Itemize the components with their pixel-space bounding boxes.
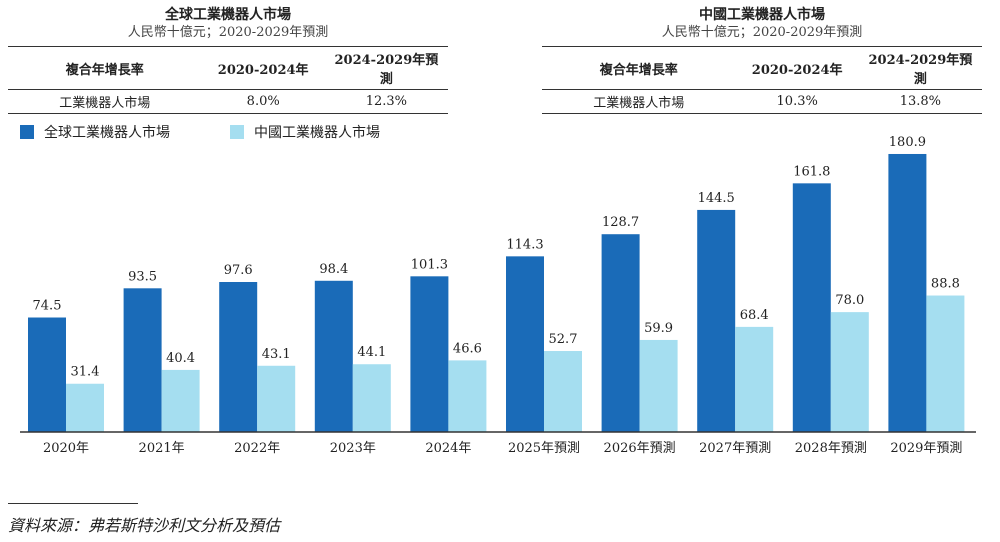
- bar-global: [506, 256, 544, 432]
- bar-china: [257, 365, 296, 432]
- cagr-subtitle: 人民幣十億元；2020-2029年預測: [127, 25, 329, 40]
- bar-china: [926, 295, 965, 432]
- cagr-title: 全球工業機器人市場: [165, 7, 291, 23]
- cagr-title: 中國工業機器人市場: [699, 7, 825, 23]
- data-label-china: 68.4: [740, 308, 769, 323]
- data-label-global: 114.3: [506, 237, 543, 252]
- bar-chart: 74.5 31.4 2020年 93.5 40.4 2021年 97.6 43.1 2022年 9…: [20, 135, 976, 456]
- chart-legend: 全球工業機器人市場 中國工業機器人市場: [20, 122, 380, 142]
- cagr-table-china: 中國工業機器人市場 人民幣十億元；2020-2029年預測 複合年增長率 202…: [542, 6, 982, 114]
- legend-swatch-china: [230, 125, 244, 139]
- data-label-global: 144.5: [698, 191, 735, 206]
- cagr-subtitle: 人民幣十億元；2020-2029年預測: [661, 25, 863, 40]
- cagr-table-global: 全球工業機器人市場 人民幣十億元；2020-2029年預測 複合年增長率 202…: [8, 6, 448, 114]
- cagr-header-period-2: 2024-2029年預測: [858, 46, 982, 90]
- cagr-table: 複合年增長率 2020-2024年 2024-2029年預測 工業機器人市場 8…: [8, 46, 448, 114]
- x-tick-label: 2025年預測: [508, 441, 580, 456]
- x-tick-label: 2027年預測: [699, 441, 771, 456]
- cagr-header-period-1: 2020-2024年: [735, 46, 859, 90]
- bar-global: [28, 317, 66, 432]
- data-label-global: 180.9: [889, 135, 926, 150]
- legend-item-china: 中國工業機器人市場: [230, 122, 380, 142]
- bar-global: [697, 209, 736, 432]
- cagr-row-label: 工業機器人市場: [542, 89, 736, 114]
- bar-china: [544, 351, 582, 432]
- x-tick-label: 2023年: [330, 441, 376, 456]
- bar-china: [735, 326, 774, 432]
- bar-global: [792, 183, 831, 432]
- data-label-global: 128.7: [602, 215, 639, 230]
- cagr-header-label: 複合年增長率: [542, 46, 736, 90]
- cagr-header-row: 複合年增長率 2020-2024年 2024-2029年預測: [8, 46, 448, 90]
- cagr-header-label: 複合年增長率: [8, 46, 202, 90]
- x-tick-label: 2020年: [43, 441, 89, 456]
- cagr-header-row: 複合年增長率 2020-2024年 2024-2029年預測: [542, 46, 982, 90]
- x-tick-label: 2022年: [234, 441, 280, 456]
- data-label-china: 88.8: [931, 277, 960, 292]
- bar-global: [888, 153, 927, 432]
- cagr-value-period-1: 8.0%: [201, 89, 325, 114]
- x-tick-label: 2021年: [139, 441, 185, 456]
- bar-china: [161, 369, 200, 432]
- bar-global: [123, 288, 162, 432]
- bar-china: [830, 312, 869, 432]
- bar-china: [639, 339, 678, 432]
- cagr-header-period-1: 2020-2024年: [201, 46, 325, 90]
- x-tick-label: 2029年預測: [890, 441, 962, 456]
- legend-label-china: 中國工業機器人市場: [254, 125, 380, 141]
- data-label-china: 59.9: [644, 321, 673, 336]
- data-label-china: 31.4: [71, 365, 100, 380]
- data-label-china: 43.1: [262, 347, 291, 362]
- data-label-global: 93.5: [128, 269, 157, 284]
- legend-swatch-global: [20, 125, 34, 139]
- cagr-value-period-2: 13.8%: [858, 89, 982, 114]
- x-tick-label: 2026年預測: [604, 441, 676, 456]
- legend-item-global: 全球工業機器人市場: [20, 122, 170, 142]
- data-label-global: 97.6: [224, 263, 253, 278]
- source-note: 資料來源：弗若斯特沙利文分析及預估: [8, 516, 281, 535]
- cagr-table: 複合年增長率 2020-2024年 2024-2029年預測 工業機器人市場 1…: [542, 46, 982, 114]
- legend-label-global: 全球工業機器人市場: [44, 125, 170, 141]
- cagr-row-label: 工業機器人市場: [8, 89, 202, 114]
- cagr-value-period-1: 10.3%: [735, 89, 859, 114]
- bar-china: [66, 383, 104, 432]
- bar-global: [410, 276, 449, 432]
- data-label-china: 40.4: [166, 351, 195, 366]
- cagr-header-period-2: 2024-2029年預測: [324, 46, 448, 90]
- data-label-global: 161.8: [793, 164, 830, 179]
- cagr-value-period-2: 12.3%: [324, 89, 448, 114]
- x-tick-label: 2028年預測: [795, 441, 867, 456]
- source-divider: [8, 503, 138, 504]
- x-tick-label: 2024年: [425, 441, 471, 456]
- bar-global: [601, 234, 640, 432]
- data-label-global: 74.5: [33, 299, 62, 314]
- data-label-global: 98.4: [319, 262, 348, 277]
- data-label-china: 44.1: [357, 345, 386, 360]
- cagr-data-row: 工業機器人市場 10.3% 13.8%: [542, 89, 982, 114]
- bar-china: [448, 360, 487, 432]
- bar-china: [352, 364, 391, 432]
- data-label-global: 101.3: [411, 257, 448, 272]
- data-label-china: 78.0: [835, 293, 864, 308]
- bar-global: [314, 280, 353, 432]
- cagr-data-row: 工業機器人市場 8.0% 12.3%: [8, 89, 448, 114]
- data-label-china: 52.7: [549, 332, 578, 347]
- data-label-china: 46.6: [453, 341, 482, 356]
- bar-global: [219, 282, 258, 432]
